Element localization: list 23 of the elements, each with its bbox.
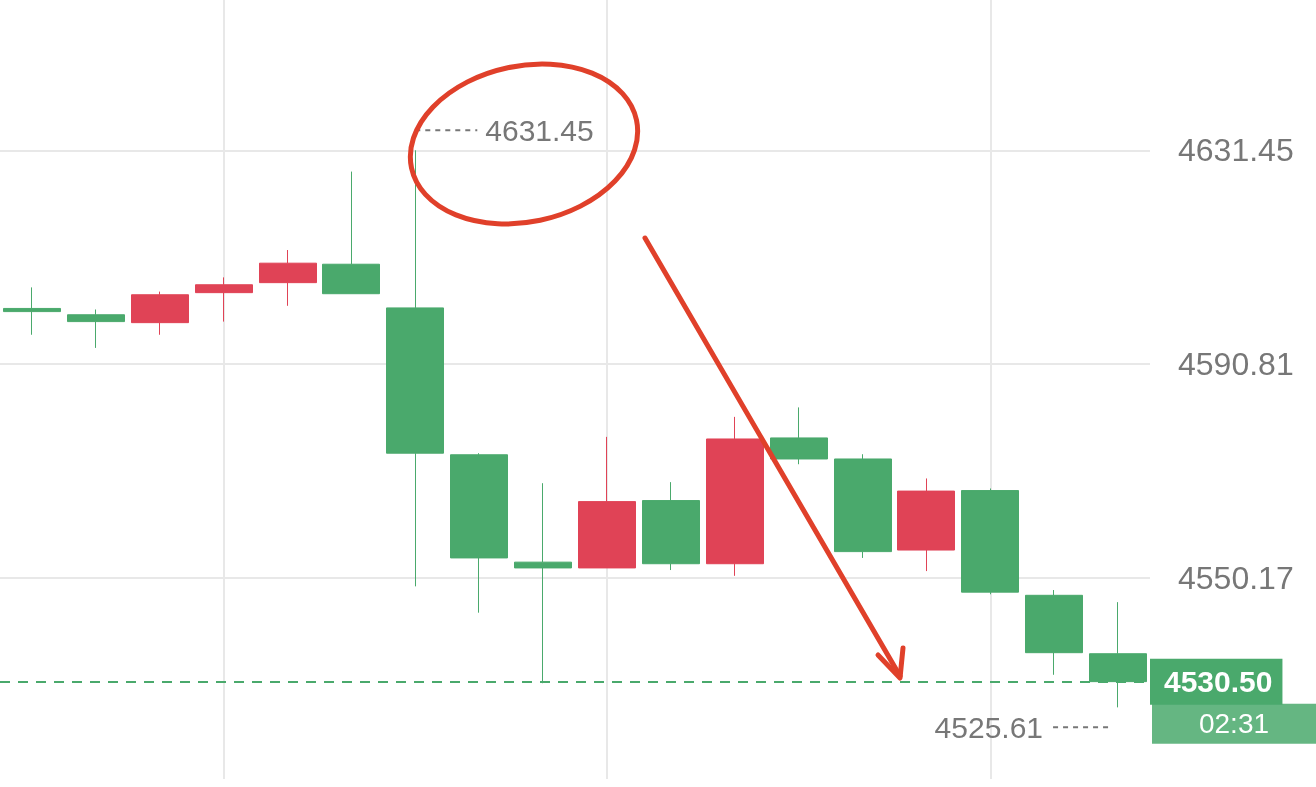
y-tick-label: 4631.45 (1178, 132, 1294, 169)
candlestick (3, 286, 61, 336)
candlestick (259, 249, 317, 307)
ref-line-label: 4530.50 (1164, 665, 1273, 699)
candlestick (67, 308, 125, 349)
candlestick (322, 171, 380, 295)
annotation: 4525.61 (934, 710, 1044, 744)
candlestick (642, 481, 700, 571)
y-tick-label: 4550.17 (1178, 560, 1294, 597)
candlestick (834, 453, 892, 559)
text: 02:31 (1198, 708, 1270, 740)
annotation: 4631.45 (485, 113, 594, 147)
candlestick (195, 276, 253, 323)
candlestick (131, 291, 189, 336)
candlestick (897, 477, 955, 572)
candlestick (386, 149, 444, 587)
candlestick (770, 406, 828, 465)
candlestick (1025, 589, 1083, 676)
candlestick (578, 436, 636, 569)
candlestick (450, 452, 508, 614)
candlestick (706, 416, 764, 577)
y-tick-label: 4590.81 (1178, 346, 1294, 383)
candlestick (961, 487, 1019, 595)
